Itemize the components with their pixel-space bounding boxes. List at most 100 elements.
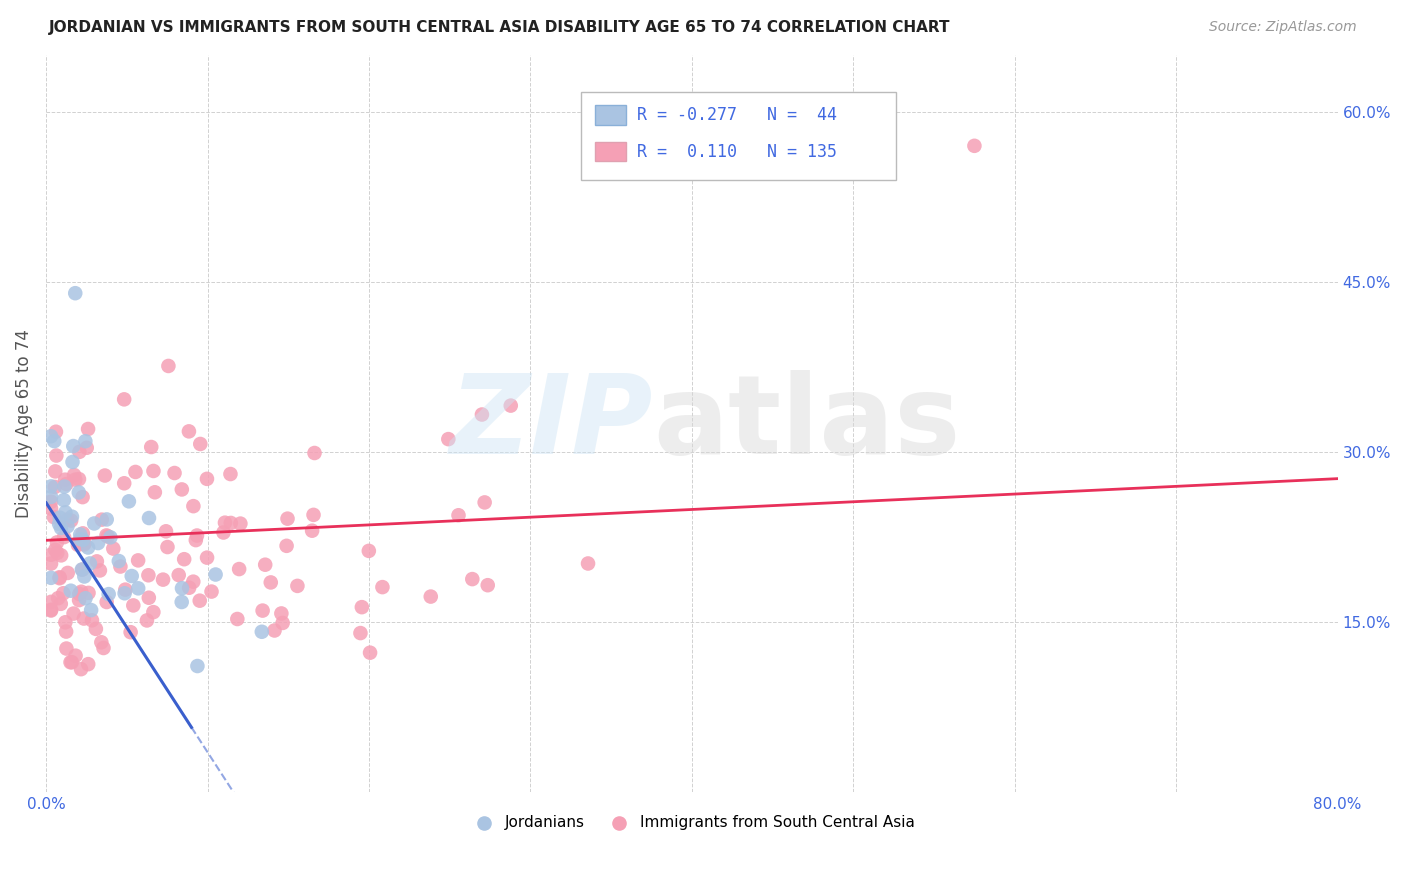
Point [108, 554, 131, 568]
Point [118, 494, 141, 508]
Point [136, 614, 159, 628]
Point [45, 425, 67, 439]
Point [163, 466, 186, 480]
Point [48, 516, 70, 531]
Point [75, 591, 97, 606]
Point [184, 533, 207, 547]
Point [86, 554, 108, 568]
Point [437, 432, 460, 446]
Text: Source: ZipAtlas.com: Source: ZipAtlas.com [1209, 20, 1357, 34]
Point [271, 615, 294, 630]
Point [212, 525, 235, 540]
Point [44, 480, 66, 494]
Point [62, 455, 84, 469]
Point [186, 659, 208, 673]
Point [195, 550, 218, 565]
Point [39, 490, 62, 504]
Point [90, 513, 112, 527]
Point [103, 541, 125, 556]
Point [59, 655, 82, 669]
Point [349, 626, 371, 640]
Point [39, 501, 62, 516]
Point [186, 528, 208, 542]
Point [93, 640, 115, 655]
Point [226, 612, 249, 626]
Point [44, 434, 66, 449]
Point [45, 535, 67, 549]
Point [39, 479, 62, 493]
Point [141, 440, 163, 454]
Point [276, 511, 298, 525]
Text: JORDANIAN VS IMMIGRANTS FROM SOUTH CENTRAL ASIA DISABILITY AGE 65 TO 74 CORRELAT: JORDANIAN VS IMMIGRANTS FROM SOUTH CENTR… [49, 20, 950, 35]
Point [260, 575, 283, 590]
Point [447, 508, 470, 523]
Point [357, 544, 380, 558]
Point [65, 648, 87, 663]
Point [52, 586, 75, 600]
Point [56, 566, 79, 580]
Point [70, 534, 93, 549]
Point [419, 590, 441, 604]
Point [252, 604, 274, 618]
Point [48, 570, 70, 584]
Point [39, 429, 62, 443]
Point [67, 587, 90, 601]
Point [156, 540, 179, 554]
Point [80, 613, 103, 627]
Point [97, 587, 120, 601]
Point [96, 512, 118, 526]
Point [80, 603, 103, 617]
Point [39, 557, 62, 571]
Point [461, 572, 484, 586]
Legend: Jordanians, Immigrants from South Central Asia: Jordanians, Immigrants from South Centra… [463, 809, 921, 836]
Point [46, 591, 69, 606]
Point [77, 422, 100, 436]
Point [229, 516, 252, 531]
Point [83, 516, 105, 531]
Point [170, 581, 193, 595]
Point [39, 548, 62, 562]
Point [167, 568, 190, 582]
Point [112, 392, 135, 407]
Point [170, 595, 193, 609]
Point [63, 468, 86, 483]
Point [65, 473, 87, 487]
Point [55, 505, 77, 519]
Point [39, 494, 62, 508]
Text: atlas: atlas [654, 370, 960, 477]
Point [477, 578, 499, 592]
Point [219, 516, 242, 530]
Point [46, 546, 69, 560]
Text: ZIP: ZIP [450, 370, 654, 477]
Point [250, 624, 273, 639]
Point [270, 607, 292, 621]
Point [276, 539, 298, 553]
Point [62, 439, 84, 453]
Point [67, 472, 90, 486]
Point [69, 534, 91, 549]
Point [188, 437, 211, 451]
Point [120, 625, 142, 640]
Point [45, 449, 67, 463]
Point [170, 483, 193, 497]
Point [157, 359, 180, 373]
Point [963, 138, 986, 153]
Point [287, 579, 309, 593]
Point [100, 530, 122, 544]
Point [44, 543, 66, 558]
Point [499, 399, 522, 413]
Point [181, 574, 204, 589]
Point [371, 580, 394, 594]
Point [42, 510, 65, 524]
Point [112, 476, 135, 491]
Point [72, 490, 94, 504]
Point [114, 582, 136, 597]
Point [49, 549, 72, 563]
Point [60, 509, 83, 524]
Point [219, 467, 242, 481]
Point [70, 662, 93, 676]
Point [44, 464, 66, 478]
Point [39, 603, 62, 617]
Point [56, 519, 79, 533]
Point [121, 569, 143, 583]
